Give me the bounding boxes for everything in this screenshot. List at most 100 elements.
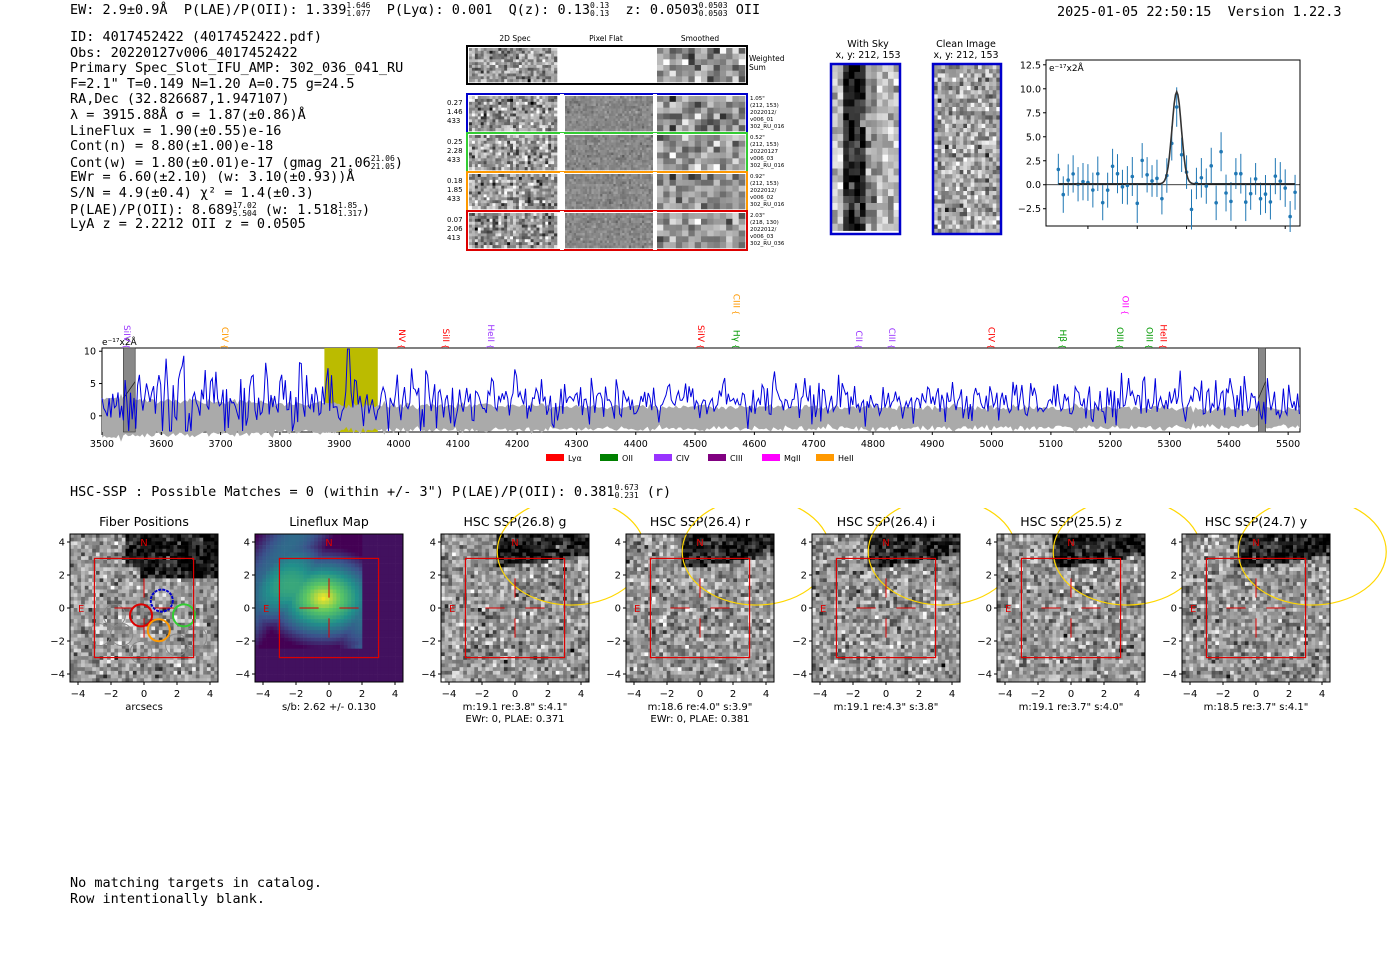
noise-pixel (606, 137, 610, 141)
noise-pixel (615, 155, 619, 158)
noise-pixel (589, 225, 592, 229)
noise-pixel (504, 191, 508, 195)
noise-pixel (642, 179, 645, 182)
noise-pixel (527, 227, 531, 231)
noise-pixel (985, 69, 990, 74)
sky-pixel (837, 99, 844, 107)
noise-pixel (536, 191, 540, 195)
noise-pixel (477, 56, 482, 60)
noise-pixel (992, 69, 997, 74)
noise-pixel (495, 96, 499, 100)
noise-pixel (663, 48, 670, 54)
noise-pixel (606, 218, 610, 221)
noise-pixel (591, 184, 594, 187)
noise-pixel (644, 225, 647, 229)
noise-pixel (474, 140, 479, 145)
noise-pixel (937, 81, 942, 87)
noise-pixel (501, 73, 505, 77)
noise-pixel (489, 227, 493, 231)
noise-pixel (539, 152, 543, 156)
noise-pixel (606, 101, 610, 104)
noise-pixel (657, 185, 664, 192)
noise-pixel (510, 200, 514, 204)
noise-pixel (644, 223, 647, 226)
noise-pixel (527, 125, 531, 129)
noise-pixel (518, 101, 523, 106)
noise-pixel (504, 73, 508, 77)
noise-pixel (571, 101, 575, 104)
noise-pixel (580, 218, 583, 221)
noise-pixel (554, 101, 558, 106)
noise-pixel (595, 196, 599, 200)
noise-pixel (587, 181, 590, 185)
noise-pixel (622, 184, 625, 187)
contw-hi: 21.06 (370, 153, 395, 163)
noise-pixel (635, 128, 638, 132)
noise-pixel (631, 145, 634, 148)
noise-pixel (527, 65, 531, 69)
noise-pixel (580, 113, 583, 117)
noise-pixel (474, 76, 479, 80)
noise-pixel (642, 116, 645, 119)
sky-pixel (837, 189, 844, 197)
noise-pixel (582, 189, 586, 192)
noise-pixel (545, 191, 549, 195)
noise-pixel (587, 201, 590, 205)
noise-pixel (646, 176, 649, 180)
noise-pixel (507, 242, 511, 246)
noise-pixel (551, 213, 555, 217)
noise-pixel (539, 125, 543, 129)
noise-pixel (573, 243, 577, 246)
noise-pixel (573, 179, 577, 182)
noise-pixel (565, 240, 568, 244)
sky-pixel (843, 223, 850, 231)
noise-pixel (600, 106, 603, 109)
noise-pixel (518, 224, 523, 228)
noise-pixel (477, 194, 482, 198)
noise-pixel (622, 179, 625, 182)
noise-pixel (639, 194, 643, 197)
noise-pixel (663, 218, 670, 225)
noise-pixel (650, 196, 654, 200)
noise-pixel (569, 184, 572, 187)
noise-pixel (593, 199, 597, 202)
noise-pixel (701, 140, 708, 147)
sky-pixel (860, 161, 866, 169)
noise-pixel (604, 176, 608, 180)
noise-pixel (492, 239, 496, 243)
noise-pixel (471, 179, 476, 184)
noise-pixel (732, 224, 740, 231)
noise-pixel (609, 157, 612, 161)
sky-pixel (888, 182, 894, 190)
noise-pixel (480, 48, 484, 52)
noise-pixel (635, 201, 638, 205)
noise-pixel (657, 135, 664, 142)
noise-pixel (554, 122, 558, 126)
noise-pixel (527, 98, 531, 103)
noise-pixel (650, 240, 654, 244)
noise-pixel (941, 94, 946, 99)
noise-pixel (571, 228, 575, 231)
noise-pixel (542, 73, 546, 77)
noise-pixel (598, 142, 601, 146)
noise-pixel (539, 182, 543, 186)
noise-pixel (639, 98, 643, 102)
noise-pixel (539, 245, 543, 249)
noise-pixel (978, 65, 982, 70)
noise-pixel (542, 104, 546, 108)
noise-pixel (631, 245, 634, 249)
noise-pixel (504, 203, 508, 207)
noise-pixel (622, 238, 625, 241)
noise-pixel (521, 206, 526, 210)
noise-pixel (536, 73, 540, 77)
noise-pixel (477, 107, 482, 111)
noise-pixel (486, 62, 490, 66)
noise-pixel (567, 111, 570, 114)
noise-pixel (622, 199, 625, 202)
noise-pixel (539, 239, 543, 243)
noise-pixel (580, 196, 583, 200)
noise-pixel (952, 73, 957, 78)
noise-pixel (573, 199, 577, 202)
noise-pixel (642, 194, 645, 197)
noise-pixel (611, 160, 614, 163)
